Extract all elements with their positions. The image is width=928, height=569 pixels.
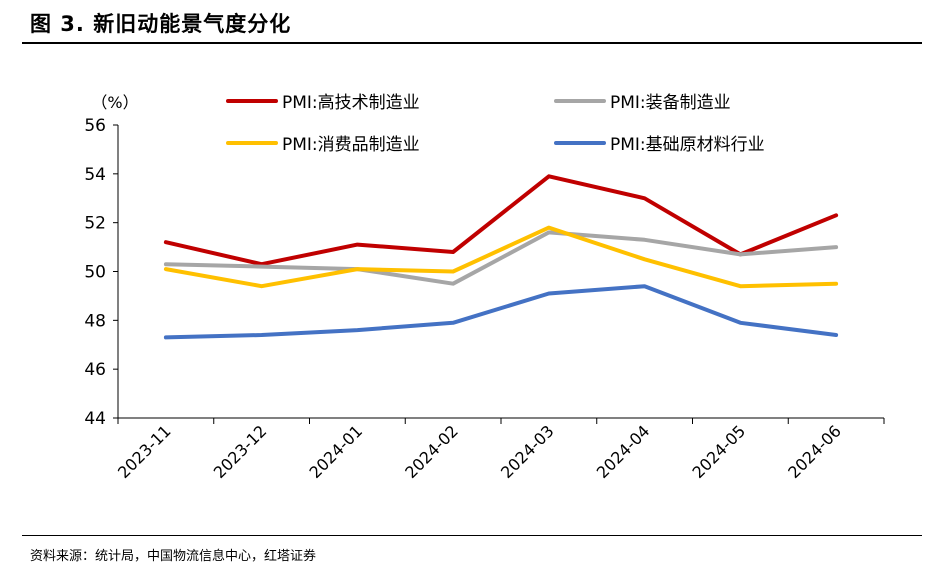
legend-label: PMI:基础原材料行业 (610, 135, 765, 155)
plot-area (163, 174, 839, 340)
x-tick-label: 2023-11 (114, 421, 175, 482)
y-tick-label: 52 (84, 214, 106, 234)
y-tick-label: 56 (84, 116, 106, 136)
figure-title: 图 3. 新旧动能景气度分化 (30, 12, 292, 36)
series-line (163, 174, 839, 267)
legend-label: PMI:高技术制造业 (282, 93, 420, 113)
x-tick-label: 2024-05 (688, 421, 749, 482)
footer-rule (22, 535, 922, 536)
legend-label: PMI:消费品制造业 (282, 135, 420, 155)
source-note: 资料来源：统计局，中国物流信息中心，红塔证券 (30, 549, 317, 564)
y-tick-label: 46 (84, 360, 106, 380)
y-tick-label: 50 (84, 263, 106, 283)
series-line (163, 284, 839, 340)
y-tick-label: 54 (84, 165, 106, 185)
x-tick-label: 2024-03 (497, 421, 558, 482)
x-tick-label: 2024-04 (593, 421, 654, 482)
x-tick-label: 2024-01 (305, 421, 366, 482)
legend: PMI:高技术制造业 PMI:装备制造业 PMI:消费品制造业 PMI:基础原材料行业 (226, 93, 765, 155)
legend-label: PMI:装备制造业 (610, 93, 731, 113)
series-line (163, 230, 839, 286)
y-tick-label: 48 (84, 311, 106, 331)
y-axis-unit-label: （%） (91, 93, 138, 112)
y-tick-label: 44 (84, 409, 106, 429)
axes: 44 46 48 50 52 54 56 2023-11 2023-12 2024-01 2024-… (84, 116, 885, 482)
title-rule (22, 42, 922, 44)
x-tick-label: 2023-12 (210, 421, 271, 482)
x-tick-label: 2024-02 (401, 421, 462, 482)
series-line (163, 225, 839, 289)
x-tick-label: 2024-06 (784, 421, 845, 482)
